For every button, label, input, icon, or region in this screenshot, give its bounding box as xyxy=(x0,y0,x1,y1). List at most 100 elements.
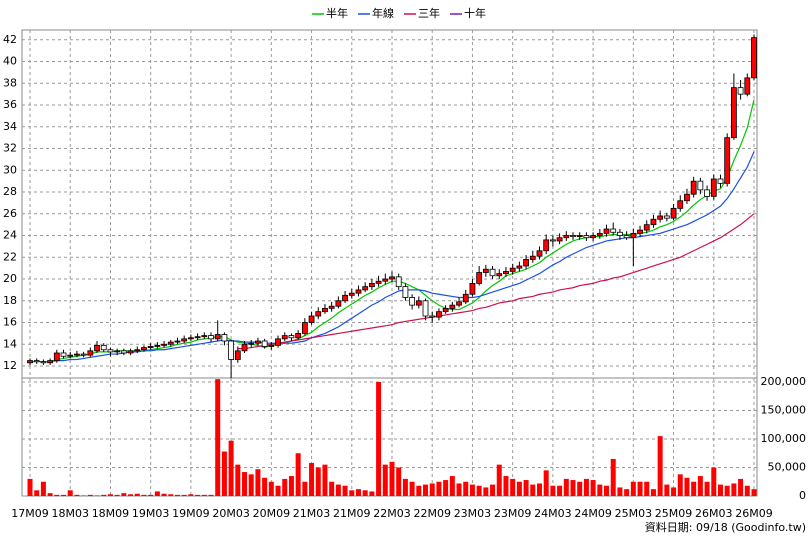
candle-body xyxy=(576,235,583,238)
volume-bar xyxy=(530,484,536,496)
candle-body xyxy=(315,311,322,317)
candle-body xyxy=(127,350,134,354)
volume-bar xyxy=(315,467,321,496)
volume-bar xyxy=(355,489,361,496)
candle-body xyxy=(630,232,637,239)
volume-bar xyxy=(148,494,154,496)
candle-body xyxy=(503,271,509,274)
candle-body xyxy=(751,37,757,79)
candle-body xyxy=(744,77,751,95)
volume-bar xyxy=(543,470,549,496)
volume-bar xyxy=(329,481,335,496)
volume-bar xyxy=(510,478,516,496)
candle-body xyxy=(67,354,74,357)
x-tick-label: 24M03 xyxy=(534,507,572,520)
y-tick-label: 34 xyxy=(3,120,17,133)
candle-body xyxy=(657,215,664,220)
candle-body xyxy=(114,350,121,353)
candle-body xyxy=(677,200,684,209)
candle-body xyxy=(402,286,409,298)
volume-bar xyxy=(275,485,281,496)
volume-bar xyxy=(396,467,402,496)
candle-body xyxy=(710,178,717,197)
candle-body xyxy=(74,353,80,356)
volume-bar xyxy=(228,440,234,496)
candle-body xyxy=(154,344,161,347)
volume-bar xyxy=(114,494,120,496)
volume-bar xyxy=(288,476,294,496)
volume-bar xyxy=(416,485,422,496)
x-tick-label: 22M09 xyxy=(413,507,451,520)
volume-bar xyxy=(255,469,261,496)
volume-bar xyxy=(141,494,147,496)
candle-body xyxy=(134,349,141,352)
y-tick-label: 42 xyxy=(3,33,17,46)
volume-bar xyxy=(402,478,408,496)
candle-body xyxy=(107,349,114,353)
candle-body xyxy=(100,344,107,351)
volume-bar xyxy=(335,484,341,496)
volume-bar xyxy=(54,494,60,496)
volume-bar xyxy=(644,481,650,496)
x-tick-label: 20M09 xyxy=(253,507,291,520)
volume-bar xyxy=(282,478,288,496)
volume-bar xyxy=(617,487,623,496)
volume-bar xyxy=(349,490,355,496)
candle-body xyxy=(201,335,208,338)
candle-body xyxy=(442,307,449,313)
candle-body xyxy=(516,265,523,269)
candle-body xyxy=(60,352,67,357)
y-tick-label: 36 xyxy=(3,98,17,111)
candle-body xyxy=(255,340,261,344)
y-tick-label: 12 xyxy=(3,359,17,372)
volume-bar xyxy=(221,451,227,496)
candle-body xyxy=(214,334,221,340)
volume-bar xyxy=(101,494,107,496)
y-tick-label: 38 xyxy=(3,76,17,89)
volume-bar xyxy=(624,489,630,496)
candle-body xyxy=(268,344,275,347)
candle-body xyxy=(335,300,342,307)
volume-bar xyxy=(697,476,703,496)
volume-bar xyxy=(362,490,368,496)
candle-body xyxy=(234,350,241,360)
volume-tick-label: 0 xyxy=(799,489,806,502)
volume-bar xyxy=(40,481,46,496)
y-tick-label: 16 xyxy=(3,316,17,329)
candle-body xyxy=(40,361,47,364)
candle-body xyxy=(53,352,60,361)
candle-body xyxy=(523,259,529,267)
candle-body xyxy=(228,340,235,360)
volume-bar xyxy=(516,481,522,496)
x-tick-label: 19M09 xyxy=(172,507,210,520)
candle-body xyxy=(375,280,382,284)
volume-bar xyxy=(469,484,475,496)
candle-body xyxy=(529,255,536,260)
candle-body xyxy=(120,350,127,354)
x-tick-label: 25M09 xyxy=(655,507,693,520)
x-tick-label: 23M09 xyxy=(494,507,532,520)
candle-body xyxy=(395,276,402,288)
candle-body xyxy=(637,229,643,234)
y-tick-label: 40 xyxy=(3,55,17,68)
y-tick-label: 22 xyxy=(3,250,17,263)
candle-body xyxy=(80,353,87,356)
volume-bar xyxy=(61,494,67,496)
x-tick-label: 17M09 xyxy=(11,507,49,520)
candle-body xyxy=(281,335,288,340)
x-tick-label: 26M09 xyxy=(735,507,773,520)
volume-bar xyxy=(342,485,348,496)
candle-body xyxy=(650,218,657,226)
volume-bar xyxy=(134,493,140,496)
candle-body xyxy=(87,350,94,356)
volume-bar xyxy=(604,485,610,496)
volume-bar xyxy=(503,476,509,496)
candle-body xyxy=(422,300,429,317)
candle-body xyxy=(570,235,576,238)
volume-bar xyxy=(671,487,677,496)
candle-body xyxy=(389,276,395,280)
y-tick-label: 24 xyxy=(3,229,17,242)
volume-bar xyxy=(128,494,134,496)
candle-body xyxy=(181,338,188,342)
x-tick-label: 24M09 xyxy=(574,507,612,520)
